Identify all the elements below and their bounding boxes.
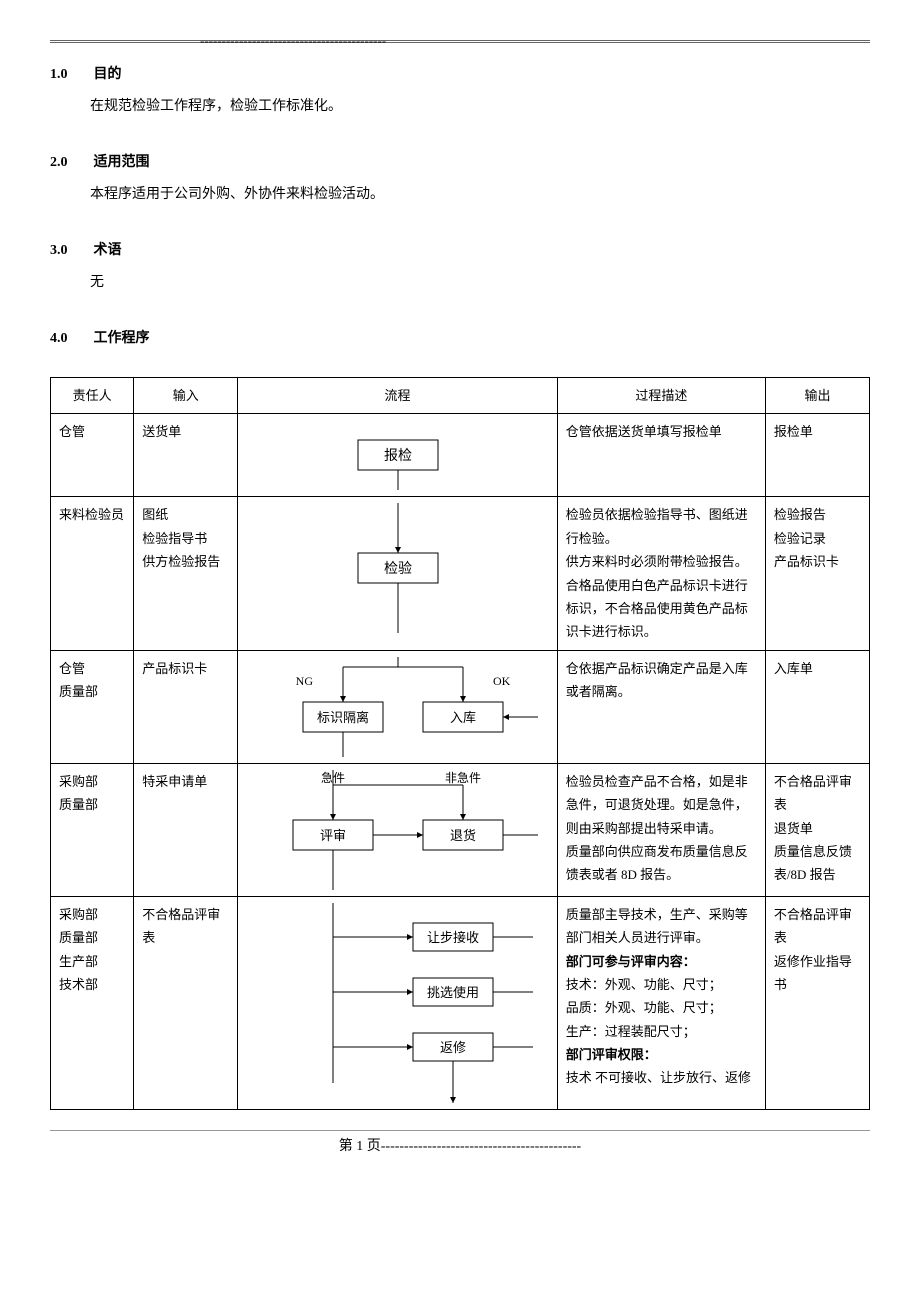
section-procedure: 4.0 工作程序 bbox=[50, 327, 870, 347]
cell-desc: 仓依据产品标识确定产品是入库或者隔离。 bbox=[557, 650, 765, 763]
table-row: 采购部质量部生产部技术部 不合格品评审表 让步接收挑选使用返修 质量部主导技术，… bbox=[51, 896, 870, 1109]
cell-flow: 报检 bbox=[238, 414, 557, 497]
cell-resp: 采购部质量部 bbox=[51, 763, 134, 896]
cell-flow: 检验 bbox=[238, 497, 557, 650]
section-body-2: 本程序适用于公司外购、外协件来料检验活动。 bbox=[90, 181, 870, 209]
table-row: 采购部质量部 特采申请单 急件 非急件评审 退货 检验员检查产品不合格，如是非急件，… bbox=[51, 763, 870, 896]
section-purpose: 1.0 目的 在规范检验工作程序，检验工作标准化。 bbox=[50, 63, 870, 121]
svg-text:挑选使用: 挑选使用 bbox=[427, 985, 479, 1000]
svg-text:返修: 返修 bbox=[440, 1040, 466, 1055]
cell-desc: 仓管依据送货单填写报检单 bbox=[557, 414, 765, 497]
cell-resp: 仓管质量部 bbox=[51, 650, 134, 763]
svg-text:非急件: 非急件 bbox=[445, 770, 481, 785]
header-dashes: ----------------------------------------… bbox=[200, 33, 386, 49]
svg-text:OK: OK bbox=[493, 674, 511, 688]
section-title-2: 2.0 适用范围 bbox=[50, 151, 870, 171]
th-output: 输出 bbox=[765, 378, 869, 414]
th-resp: 责任人 bbox=[51, 378, 134, 414]
cell-output: 入库单 bbox=[765, 650, 869, 763]
svg-text:入库: 入库 bbox=[450, 710, 476, 725]
section-body-3: 无 bbox=[90, 269, 870, 297]
cell-input: 送货单 bbox=[134, 414, 238, 497]
page-footer: 第 1 页-----------------------------------… bbox=[50, 1130, 870, 1155]
cell-flow: 急件 非急件评审 退货 bbox=[238, 763, 557, 896]
cell-desc: 检验员检查产品不合格，如是非急件，可退货处理。如是急件，则由采购部提出特采申请。… bbox=[557, 763, 765, 896]
svg-text:评审: 评审 bbox=[320, 828, 346, 843]
cell-input: 特采申请单 bbox=[134, 763, 238, 896]
svg-text:检验: 检验 bbox=[384, 561, 412, 577]
svg-text:让步接收: 让步接收 bbox=[427, 930, 479, 945]
cell-output: 不合格品评审表退货单质量信息反馈表/8D 报告 bbox=[765, 763, 869, 896]
th-input: 输入 bbox=[134, 378, 238, 414]
section-title-1: 1.0 目的 bbox=[50, 63, 870, 83]
cell-output: 检验报告检验记录产品标识卡 bbox=[765, 497, 869, 650]
cell-resp: 仓管 bbox=[51, 414, 134, 497]
cell-flow: NG OK 标识隔离 入库 bbox=[238, 650, 557, 763]
section-body-1: 在规范检验工作程序，检验工作标准化。 bbox=[90, 93, 870, 121]
cell-input: 产品标识卡 bbox=[134, 650, 238, 763]
header-rule: ----------------------------------------… bbox=[50, 40, 870, 43]
cell-desc: 检验员依据检验指导书、图纸进行检验。供方来料时必须附带检验报告。合格品使用白色产… bbox=[557, 497, 765, 650]
svg-text:NG: NG bbox=[295, 674, 313, 688]
cell-output: 报检单 bbox=[765, 414, 869, 497]
cell-flow: 让步接收挑选使用返修 bbox=[238, 896, 557, 1109]
cell-input: 图纸检验指导书供方检验报告 bbox=[134, 497, 238, 650]
table-row: 仓管 送货单 报检 仓管依据送货单填写报检单 报检单 bbox=[51, 414, 870, 497]
cell-resp: 采购部质量部生产部技术部 bbox=[51, 896, 134, 1109]
cell-desc: 质量部主导技术，生产、采购等部门相关人员进行评审。部门可参与评审内容：技术：外观… bbox=[557, 896, 765, 1109]
table-header-row: 责任人 输入 流程 过程描述 输出 bbox=[51, 378, 870, 414]
table-row: 仓管质量部 产品标识卡 NG OK 标识隔离 入库 仓依据产品标识确定产品是入库或者隔… bbox=[51, 650, 870, 763]
section-title-4: 4.0 工作程序 bbox=[50, 327, 870, 347]
svg-text:退货: 退货 bbox=[450, 828, 476, 843]
footer-dashes: ----------------------------------------… bbox=[381, 1139, 581, 1154]
section-terms: 3.0 术语 无 bbox=[50, 239, 870, 297]
svg-text:急件: 急件 bbox=[321, 770, 345, 785]
cell-output: 不合格品评审表返修作业指导书 bbox=[765, 896, 869, 1109]
cell-input: 不合格品评审表 bbox=[134, 896, 238, 1109]
svg-text:标识隔离: 标识隔离 bbox=[317, 710, 369, 725]
svg-text:报检: 报检 bbox=[384, 448, 412, 464]
procedure-table: 责任人 输入 流程 过程描述 输出 仓管 送货单 报检 仓管依据送货单填写报检单… bbox=[50, 377, 870, 1110]
section-title-3: 3.0 术语 bbox=[50, 239, 870, 259]
th-desc: 过程描述 bbox=[557, 378, 765, 414]
table-row: 来料检验员 图纸检验指导书供方检验报告 检验 检验员依据检验指导书、图纸进行检验… bbox=[51, 497, 870, 650]
section-scope: 2.0 适用范围 本程序适用于公司外购、外协件来料检验活动。 bbox=[50, 151, 870, 209]
footer-page: 第 1 页 bbox=[339, 1139, 381, 1154]
cell-resp: 来料检验员 bbox=[51, 497, 134, 650]
th-flow: 流程 bbox=[238, 378, 557, 414]
